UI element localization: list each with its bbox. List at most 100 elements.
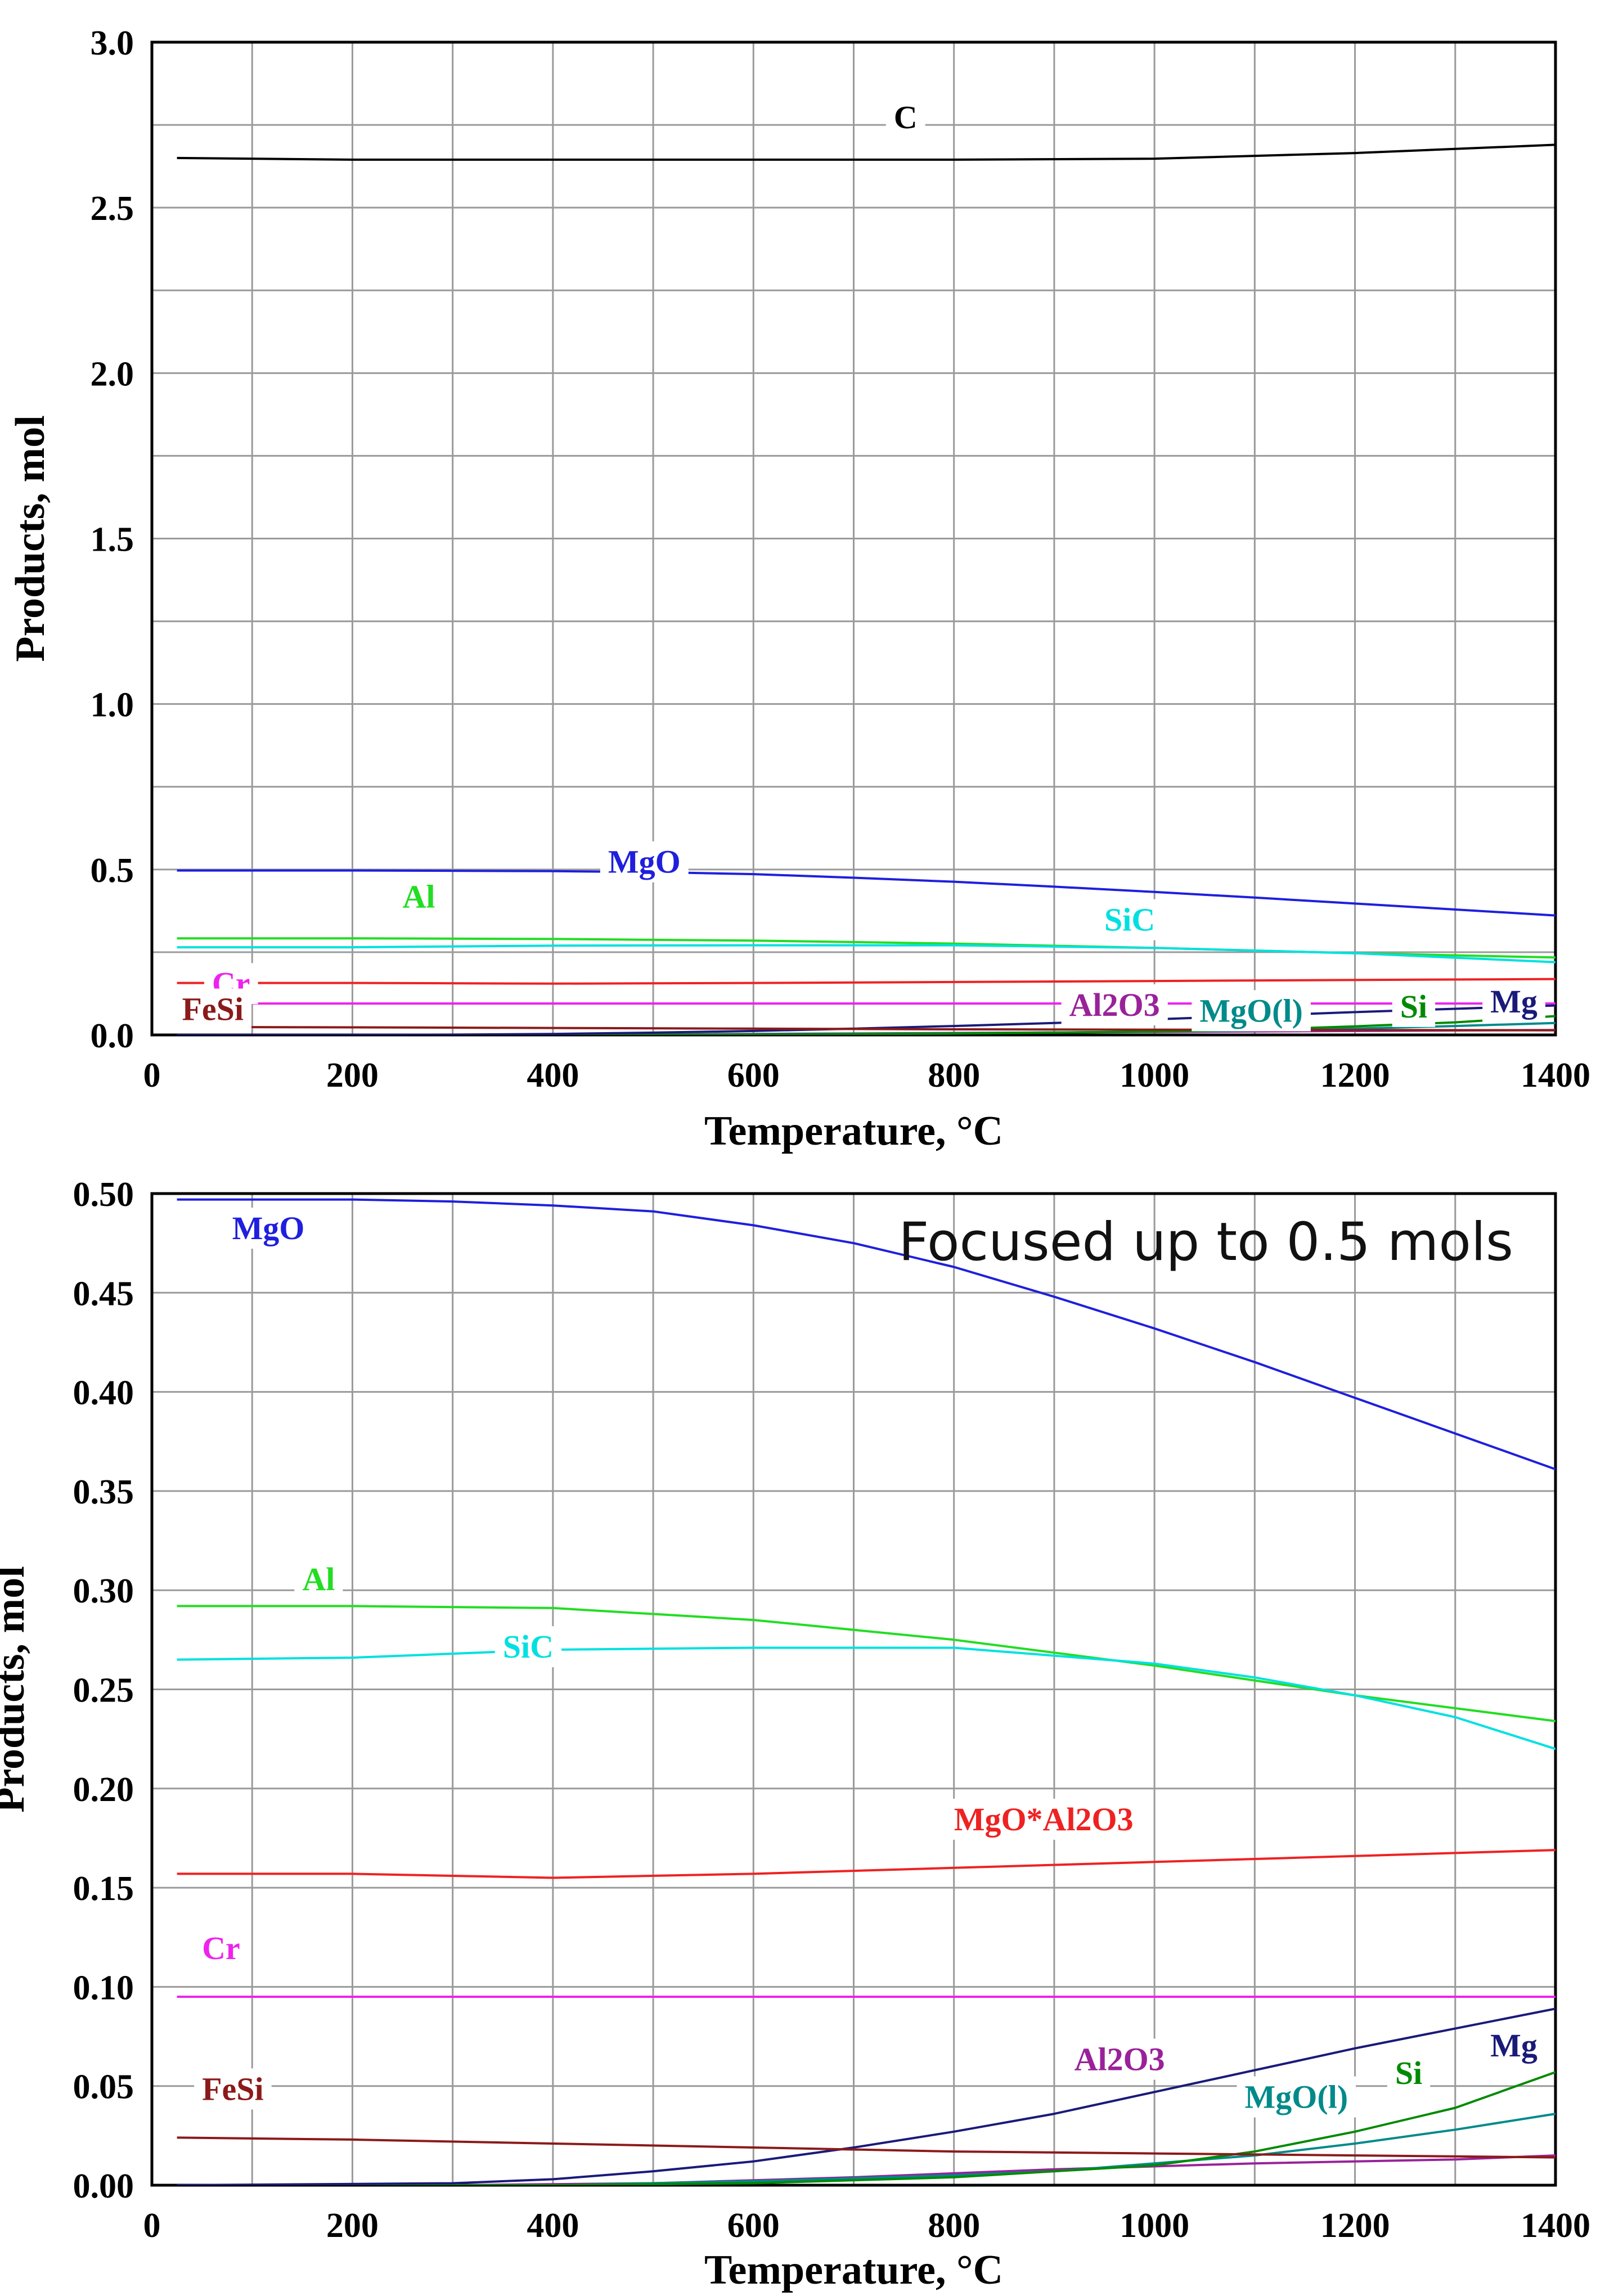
series-label-al2o3: Al2O3 (1061, 984, 1168, 1025)
x-tick-label: 1000 (1120, 1056, 1189, 1095)
y-tick-label: 0.25 (73, 1672, 134, 1710)
series-label-text: Al (302, 1561, 335, 1597)
series-label-text: SiC (503, 1628, 554, 1665)
series-lines (177, 143, 1555, 1035)
series-label-text: Si (1395, 2055, 1422, 2091)
series-label-background (885, 96, 925, 138)
series-label-background (1482, 2024, 1545, 2066)
x-tick-label: 200 (326, 2207, 379, 2245)
series-line-sic (177, 944, 1555, 964)
series-line-mgo-al2o3 (177, 978, 1555, 985)
y-tick-label: 0.00 (73, 2167, 134, 2205)
series-label-text: Al2O3 (1074, 2041, 1165, 2077)
series-label-text: MgO*Al2O3 (954, 1801, 1134, 1838)
series-label-background (394, 876, 443, 917)
series-label-text: Cr (202, 1930, 240, 1966)
series-line-sic (177, 1646, 1555, 1750)
chart-panel-top: 0 200 400 600 800 1000 1200 1400 0.0 0.5 1.0 1.5 2.0… (7, 24, 1590, 1154)
x-tick-label: 1200 (1320, 2207, 1390, 2245)
grid-lines (152, 1194, 1555, 2185)
series-label-sic: SiC (494, 1626, 562, 1668)
series-line-fesi (177, 1025, 1555, 1032)
x-tick-label: 1400 (1521, 1056, 1590, 1095)
x-tick-label: 200 (326, 1056, 379, 1095)
series-label-al: Al (294, 1559, 343, 1600)
x-tick-label: 400 (527, 1056, 579, 1095)
x-tick-label: 0 (143, 2207, 161, 2245)
x-tick-label: 1200 (1320, 1056, 1390, 1095)
series-label-text: Mg (1490, 983, 1537, 1020)
series-label-mgo-al2o3: MgO*Al2O3 (946, 1798, 1141, 1840)
series-line-mgo (177, 869, 1555, 917)
series-line-si (177, 2071, 1555, 2185)
series-label-background (294, 1559, 343, 1600)
y-tick-label: 0.20 (73, 1771, 134, 1809)
series-label-text: MgO (232, 1210, 305, 1246)
series-label-background (1237, 2076, 1356, 2118)
series-label-background (194, 2068, 272, 2110)
series-label-mgo-l: MgO(l) (1192, 990, 1311, 1032)
x-axis-label: Temperature, °C (704, 2247, 1003, 2293)
y-tick-label: 0.50 (73, 1176, 134, 1214)
series-label-background (946, 1798, 1141, 1840)
x-tick-label: 600 (727, 1056, 780, 1095)
series-label-mgo: MgO (600, 841, 689, 883)
series-label-text: FeSi (182, 991, 244, 1028)
x-tick-label: 800 (928, 2207, 980, 2245)
series-label-mgo-l: MgO(l) (1237, 2076, 1356, 2118)
y-tick-label: 0.45 (73, 1275, 134, 1313)
y-tick-label: 0.40 (73, 1374, 134, 1412)
y-tick-label: 0.5 (91, 852, 134, 890)
y-tick-label: 2.5 (91, 190, 134, 228)
series-label-c: C (885, 96, 925, 138)
series-line-c (177, 143, 1555, 161)
series-line-mgo (177, 1198, 1555, 1470)
series-lines (177, 1198, 1555, 2185)
x-tick-label: 800 (928, 1056, 980, 1095)
y-tick-label: 1.0 (91, 686, 134, 724)
series-label-background (1392, 985, 1436, 1027)
series-line-fesi (177, 2136, 1555, 2159)
series-label-si: Si (1387, 2052, 1431, 2094)
grid-lines (152, 42, 1555, 1035)
series-line-mg (177, 1004, 1555, 1035)
series-label-background (1061, 984, 1168, 1025)
series-label-cr: Cr (194, 1928, 248, 1969)
x-tick-label: 0 (143, 1056, 161, 1095)
series-label-fesi: FeSi (174, 988, 252, 1030)
y-tick-label: 0.05 (73, 2068, 134, 2106)
y-tick-label: 0.0 (91, 1017, 134, 1055)
series-label-background (600, 841, 689, 883)
y-tick-label: 0.15 (73, 1870, 134, 1908)
series-label-al2o3: Al2O3 (1066, 2038, 1173, 2080)
series-label-background (1192, 990, 1311, 1032)
y-tick-label: 0.30 (73, 1572, 134, 1610)
series-line-mg (177, 2007, 1555, 2185)
x-tick-label: 1000 (1120, 2207, 1189, 2245)
series-label-background (1096, 899, 1163, 940)
y-tick-label: 3.0 (91, 24, 134, 62)
series-label-text: Al (403, 878, 435, 915)
chart-annotation: Focused up to 0.5 mols (898, 1212, 1513, 1273)
series-label-sic: SiC (1096, 899, 1163, 940)
series-label-text: MgO (608, 844, 681, 880)
series-label-al: Al (394, 876, 443, 917)
x-axis-label: Temperature, °C (704, 1108, 1003, 1154)
y-tick-label: 2.0 (91, 355, 134, 393)
x-tick-label: 400 (527, 2207, 579, 2245)
series-label-text: Si (1400, 988, 1427, 1025)
chart-panel-bottom: 0 200 400 600 800 1000 1200 1400 0.00 0.05 0.10 0.1… (0, 1176, 1590, 2293)
series-label-background (1387, 2052, 1431, 2094)
series-label-text: Al2O3 (1069, 987, 1160, 1023)
series-label-background (174, 988, 252, 1030)
series-label-background (224, 1208, 313, 1249)
y-tick-label: 0.10 (73, 1969, 134, 2007)
series-label-text: MgO(l) (1199, 992, 1303, 1029)
series-label-background (194, 1928, 248, 1969)
series-label-text: FeSi (202, 2070, 264, 2107)
series-label-text: MgO(l) (1245, 2078, 1348, 2115)
x-tick-label: 1400 (1521, 2207, 1590, 2245)
series-label-text: Mg (1490, 2027, 1537, 2064)
series-label-text: SiC (1104, 902, 1155, 938)
